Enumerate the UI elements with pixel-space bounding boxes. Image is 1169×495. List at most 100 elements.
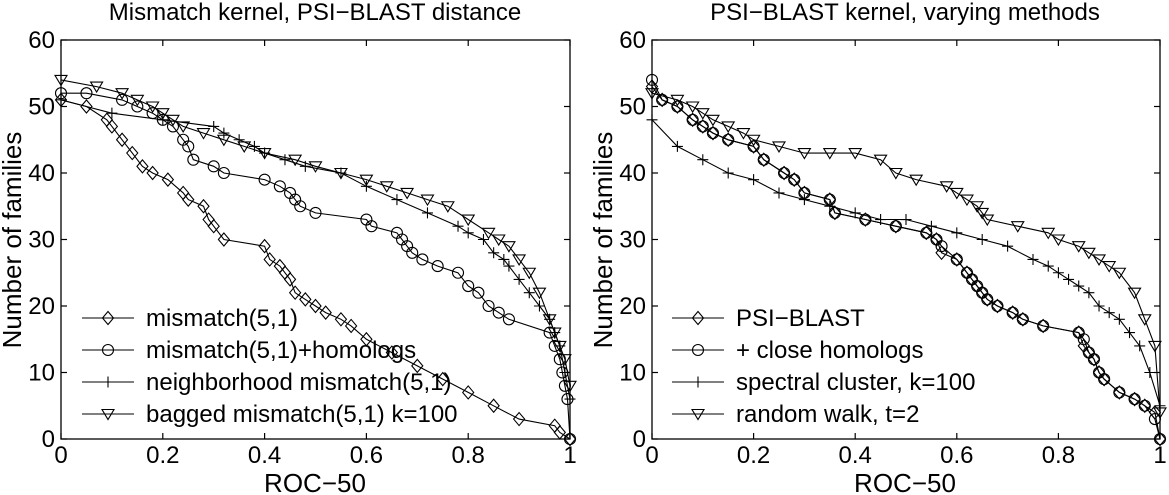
data-point xyxy=(182,192,195,207)
data-point xyxy=(299,291,312,307)
data-point xyxy=(411,358,424,374)
data-point xyxy=(406,246,419,259)
data-point xyxy=(656,93,669,106)
data-point xyxy=(797,148,812,160)
legend-marker xyxy=(102,376,114,388)
data-point xyxy=(1010,221,1025,233)
data-point xyxy=(1063,273,1075,285)
data-point xyxy=(1081,247,1096,260)
data-point xyxy=(757,153,770,166)
data-point xyxy=(1153,432,1167,446)
data-point xyxy=(563,431,577,447)
data-point xyxy=(365,220,378,233)
y-tick-label: 20 xyxy=(619,293,646,320)
data-point xyxy=(645,88,659,100)
chart-panel-right: PSI−BLAST kernel, varying methods Number… xyxy=(588,0,1167,495)
data-point xyxy=(55,94,67,106)
data-point xyxy=(1087,353,1101,366)
data-point xyxy=(187,153,200,166)
x-tick-label: 0.6 xyxy=(350,442,383,469)
series-0 xyxy=(54,92,577,447)
data-point xyxy=(1113,386,1126,399)
x-tick-label: 0.4 xyxy=(839,442,872,469)
data-point xyxy=(533,300,545,312)
legend-label: + close homologs xyxy=(736,337,923,364)
data-point xyxy=(461,214,476,227)
data-point xyxy=(1052,267,1064,279)
data-point xyxy=(126,145,139,161)
x-axis-label: ROC−50 xyxy=(854,468,956,495)
data-point xyxy=(334,311,348,327)
y-tick-label: 10 xyxy=(619,360,646,387)
data-point xyxy=(1153,407,1167,419)
data-point xyxy=(344,318,358,334)
legend-entry: random walk, t=2 xyxy=(672,401,919,428)
data-point xyxy=(477,234,489,245)
data-point xyxy=(1071,241,1086,253)
legend-marker xyxy=(101,343,115,357)
data-point xyxy=(991,299,1004,313)
y-axis-label: Number of families xyxy=(0,132,27,349)
data-point xyxy=(431,260,444,273)
data-point xyxy=(1113,313,1125,325)
data-point xyxy=(559,367,571,378)
data-point xyxy=(115,132,129,148)
data-point xyxy=(951,227,963,239)
data-point xyxy=(1051,234,1066,247)
data-point xyxy=(257,148,272,160)
legend-label: bagged mismatch(5,1) k=100 xyxy=(146,401,458,428)
x-tick-label: 0 xyxy=(54,442,67,469)
data-point xyxy=(502,313,515,326)
data-point xyxy=(1027,253,1039,265)
data-point xyxy=(722,133,735,146)
data-point xyxy=(1087,351,1101,367)
data-point xyxy=(1093,300,1105,312)
data-point xyxy=(747,139,760,154)
legend-label: random walk, t=2 xyxy=(736,401,919,428)
data-point xyxy=(451,266,465,279)
legend-entry: mismatch(5,1)+homologs xyxy=(82,337,416,364)
data-point xyxy=(1036,318,1050,334)
data-point xyxy=(130,94,145,107)
data-point xyxy=(970,201,985,213)
data-point xyxy=(400,187,415,200)
data-point xyxy=(564,393,576,405)
x-tick-label: 1 xyxy=(563,442,576,469)
series-3 xyxy=(645,88,1167,419)
data-point xyxy=(166,114,180,127)
data-point xyxy=(481,227,496,240)
data-point xyxy=(523,287,535,299)
data-point xyxy=(773,187,785,199)
data-point xyxy=(697,154,709,166)
data-point xyxy=(482,299,495,313)
x-tick-label: 0.8 xyxy=(1042,442,1075,469)
data-point xyxy=(746,134,761,147)
data-point xyxy=(959,194,974,207)
y-tick-label: 30 xyxy=(28,227,55,254)
x-tick-label: 0 xyxy=(645,442,658,469)
data-point xyxy=(360,180,372,192)
y-tick-label: 60 xyxy=(619,27,646,54)
data-point xyxy=(547,327,562,340)
data-point xyxy=(685,101,700,114)
data-point xyxy=(1148,412,1161,426)
y-tick-label: 60 xyxy=(28,27,55,54)
data-point xyxy=(155,108,170,120)
data-point xyxy=(909,174,924,187)
data-point xyxy=(1037,319,1050,333)
chart-title: Mismatch kernel, PSI−BLAST distance xyxy=(109,0,521,26)
data-point xyxy=(553,424,567,440)
data-point xyxy=(859,213,872,226)
data-point xyxy=(136,158,149,174)
legend-label: spectral cluster, k=100 xyxy=(736,369,975,396)
data-point xyxy=(721,121,736,134)
series-line xyxy=(60,99,571,400)
data-point xyxy=(671,140,683,152)
data-point xyxy=(176,121,191,134)
data-point xyxy=(80,87,93,100)
data-point xyxy=(1147,340,1162,353)
data-point xyxy=(116,93,129,106)
data-point xyxy=(416,253,429,266)
data-point xyxy=(1103,307,1115,319)
data-point xyxy=(360,331,373,347)
